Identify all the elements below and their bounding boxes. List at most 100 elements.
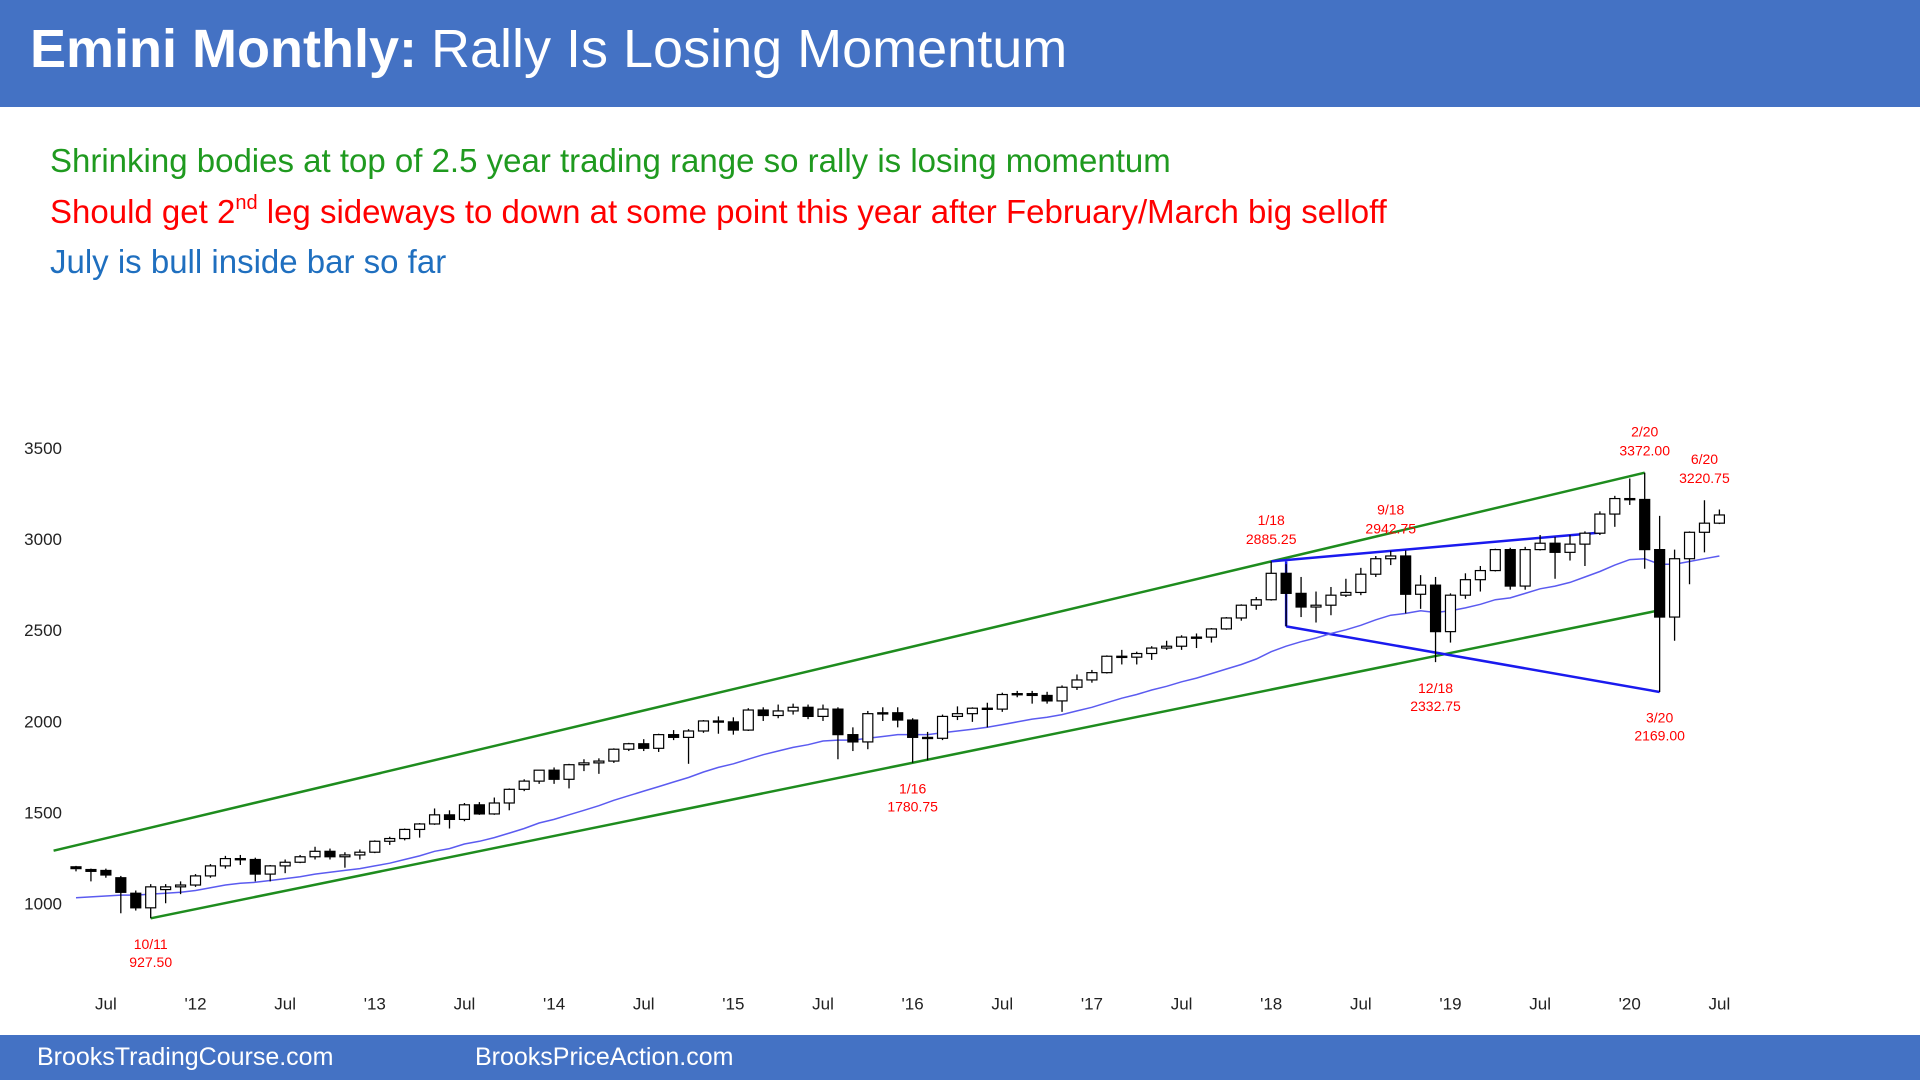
candle-body <box>115 877 127 893</box>
annotation-date: 12/18 <box>1418 680 1453 696</box>
header-bar: Emini Monthly: Rally Is Losing Momentum <box>0 0 1920 107</box>
x-tick-label: '16 <box>902 994 924 1013</box>
note-text: leg sideways to down at some point this … <box>257 193 1387 230</box>
note-superscript: nd <box>235 192 258 214</box>
candle-body <box>593 760 605 764</box>
candle-body <box>1639 498 1651 551</box>
x-tick-label: Jul <box>1350 994 1372 1013</box>
candle-body <box>921 736 934 740</box>
candle-body <box>1385 555 1397 560</box>
y-tick-label: 1500 <box>24 803 62 822</box>
note: Shrinking bodies at top of 2.5 year trad… <box>50 142 1171 180</box>
candle-body <box>727 721 739 731</box>
y-tick-label: 2000 <box>24 712 62 731</box>
channel-line <box>150 609 1660 920</box>
candle-body <box>1146 647 1158 655</box>
candle-body <box>1683 531 1696 560</box>
candle-body <box>234 857 246 861</box>
x-tick-label: '19 <box>1439 994 1461 1013</box>
candle-body <box>638 743 650 749</box>
candle-body <box>174 884 187 888</box>
x-tick-label: Jul <box>454 994 476 1013</box>
footer-link: BrooksPriceAction.com <box>475 1043 734 1071</box>
candle-body <box>160 886 172 891</box>
x-tick-label: '18 <box>1260 994 1282 1013</box>
candle-body <box>145 886 157 909</box>
candle-body <box>1086 672 1098 681</box>
candle-body <box>294 856 306 863</box>
candle-body <box>1519 549 1531 587</box>
candle-body <box>1504 549 1516 587</box>
candle-body <box>204 865 217 877</box>
candle-body <box>1056 686 1068 702</box>
annotation-price: 2332.75 <box>1410 698 1461 714</box>
candle-body <box>1429 584 1442 633</box>
candle-body <box>1370 558 1382 575</box>
y-tick-label: 3000 <box>24 530 62 549</box>
wedge-line <box>1285 625 1660 694</box>
title-rest: Rally Is Losing Momentum <box>430 19 1068 79</box>
candle-body <box>981 707 993 711</box>
annotation-price: 3372.00 <box>1619 442 1670 458</box>
candle-body <box>892 712 904 721</box>
candle-body <box>1624 497 1636 501</box>
candle-body <box>697 720 710 732</box>
candle-body <box>443 814 456 821</box>
candle-body <box>802 706 814 718</box>
candle-body <box>1474 569 1486 581</box>
annotation-date: 3/20 <box>1646 710 1673 726</box>
candle-body <box>996 693 1008 710</box>
candle-body <box>354 851 366 856</box>
candle-body <box>1414 584 1427 595</box>
candle-body <box>1190 636 1203 639</box>
candle-body <box>877 712 889 715</box>
candle-body <box>1250 599 1262 606</box>
annotation-date: 6/20 <box>1691 451 1718 467</box>
candle-body <box>1579 532 1591 545</box>
candle-body <box>1698 522 1711 533</box>
annotation-price: 1780.75 <box>887 798 938 814</box>
candle-body <box>578 762 590 766</box>
candle-body <box>399 828 411 840</box>
candle-body <box>279 861 291 867</box>
candle-body <box>249 858 261 875</box>
candle-body <box>862 713 874 743</box>
x-tick-label: Jul <box>991 994 1013 1013</box>
candle-body <box>339 854 351 858</box>
footer-bar: BrooksTradingCourse.com BrooksPriceActio… <box>0 1035 1920 1080</box>
candle-body <box>712 720 725 723</box>
candle-body <box>219 857 231 867</box>
candle-body <box>966 707 979 715</box>
candle-body <box>1295 592 1307 608</box>
candle-body <box>1205 628 1218 638</box>
title-bold: Emini Monthly: <box>30 19 417 79</box>
candle-body <box>653 734 665 749</box>
note-text: Shrinking bodies at top of 2.5 year trad… <box>50 142 1171 179</box>
y-tick-label: 3500 <box>24 439 62 458</box>
x-tick-label: '17 <box>1081 994 1103 1013</box>
annotation-price: 3220.75 <box>1679 470 1730 486</box>
candle-body <box>1235 604 1247 619</box>
candle-body <box>533 769 545 782</box>
candle-body <box>742 709 754 731</box>
note-text: July is bull inside bar so far <box>50 243 447 280</box>
candle-body <box>70 866 82 870</box>
candle-body <box>384 837 396 842</box>
candle-body <box>1310 604 1322 608</box>
candle-body <box>623 743 635 750</box>
y-tick-label: 1000 <box>24 895 62 914</box>
candle-body <box>189 875 202 886</box>
channel-line <box>53 471 1645 852</box>
candle-body <box>772 710 784 717</box>
x-tick-label: '15 <box>722 994 744 1013</box>
candle-body <box>1175 636 1188 647</box>
candle-body <box>1654 549 1666 618</box>
x-tick-label: '20 <box>1619 994 1641 1013</box>
x-tick-label: Jul <box>633 994 655 1013</box>
candle-body <box>608 748 620 762</box>
note: July is bull inside bar so far <box>50 243 446 281</box>
candle-body <box>1713 514 1726 524</box>
title: Emini Monthly: Rally Is Losing Momentum <box>30 18 1067 80</box>
